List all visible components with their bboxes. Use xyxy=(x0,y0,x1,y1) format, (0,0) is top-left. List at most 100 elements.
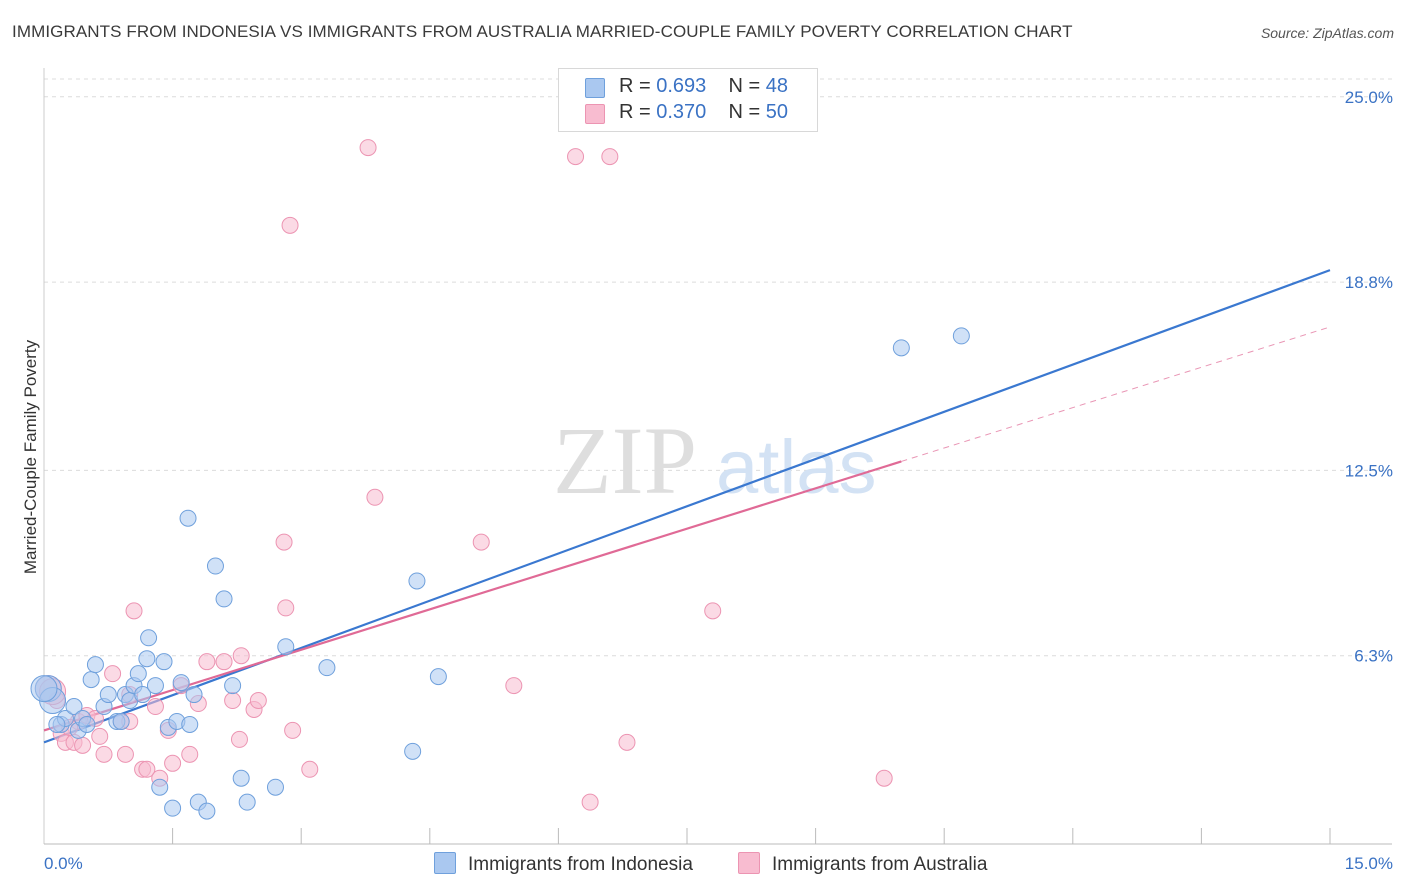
point-indonesia xyxy=(138,650,156,668)
gridlines xyxy=(44,78,1392,657)
y-tick-label: 18.8% xyxy=(1345,273,1393,292)
point-indonesia xyxy=(179,509,197,527)
trend-extension-australia xyxy=(901,326,1331,462)
point-indonesia xyxy=(134,686,152,704)
legend-r-value-indonesia: 0.693 xyxy=(656,75,707,97)
trend-line-australia xyxy=(43,460,902,732)
point-indonesia xyxy=(181,715,199,733)
watermark-atlas: atlas xyxy=(716,425,877,510)
legend-swatch-australia xyxy=(585,104,605,124)
point-indonesia xyxy=(164,799,182,817)
point-australia xyxy=(138,760,156,778)
legend-n-value-australia: 50 xyxy=(765,101,789,123)
legend-r-label: R = xyxy=(619,75,651,97)
legend-n-value-indonesia: 48 xyxy=(765,75,789,97)
legend-r-value-australia: 0.370 xyxy=(656,101,707,123)
point-indonesia xyxy=(206,557,224,575)
point-australia xyxy=(74,736,92,754)
legend-n-label: N = xyxy=(728,75,761,97)
correlation-legend: R = 0.693 N = 48 R = 0.370 N = 50 xyxy=(558,68,818,132)
point-indonesia xyxy=(404,742,422,760)
point-australia xyxy=(224,692,242,710)
point-australia xyxy=(581,793,599,811)
bottom-legend-swatch-indonesia xyxy=(434,852,456,874)
point-australia xyxy=(618,733,636,751)
point-australia xyxy=(91,727,109,745)
trend-line-indonesia xyxy=(43,269,1331,744)
bottom-legend-australia: Immigrants from Australia xyxy=(738,852,987,876)
bottom-legend-indonesia: Immigrants from Indonesia xyxy=(434,852,693,876)
point-indonesia xyxy=(129,665,147,683)
point-indonesia xyxy=(266,778,284,796)
chart-title: IMMIGRANTS FROM INDONESIA VS IMMIGRANTS … xyxy=(12,22,1073,41)
chart-source: Source: ZipAtlas.com xyxy=(1260,25,1394,41)
point-indonesia xyxy=(146,677,164,695)
point-australia xyxy=(301,760,319,778)
x-tick-label-min: 0.0% xyxy=(44,854,83,873)
y-tick-label: 25.0% xyxy=(1345,88,1393,107)
point-australia xyxy=(601,148,619,166)
point-australia xyxy=(275,533,293,551)
point-australia xyxy=(146,698,164,716)
point-indonesia xyxy=(112,712,130,730)
tick-labels: 6.3% 12.5% 18.8% 25.0% 0.0% 15.0% xyxy=(44,88,1393,873)
point-australia xyxy=(472,533,490,551)
point-indonesia xyxy=(151,778,169,796)
point-australia xyxy=(230,730,248,748)
point-indonesia xyxy=(892,339,910,357)
point-indonesia xyxy=(78,715,96,733)
point-indonesia xyxy=(82,671,100,689)
point-indonesia xyxy=(408,572,426,590)
point-australia xyxy=(249,692,267,710)
y-tick-label: 6.3% xyxy=(1354,647,1393,666)
point-indonesia xyxy=(172,674,190,692)
point-indonesia xyxy=(185,686,203,704)
legend-r-label: R = xyxy=(619,101,651,123)
point-australia xyxy=(281,216,299,234)
bottom-legend-label-australia: Immigrants from Australia xyxy=(772,854,988,875)
point-indonesia xyxy=(429,668,447,686)
x-tick-label-max: 15.0% xyxy=(1345,854,1393,873)
point-australia xyxy=(366,488,384,506)
point-australia xyxy=(359,139,377,157)
y-axis-label: Married-Couple Family Poverty xyxy=(21,339,40,574)
point-australia xyxy=(95,745,113,763)
point-australia xyxy=(125,602,143,620)
point-indonesia xyxy=(215,590,233,608)
watermark: ZIP atlas xyxy=(553,407,877,514)
point-indonesia xyxy=(30,675,58,703)
point-indonesia xyxy=(198,802,216,820)
point-indonesia xyxy=(65,698,83,716)
axes xyxy=(43,68,1392,845)
point-australia xyxy=(567,148,585,166)
point-indonesia xyxy=(238,793,256,811)
point-indonesia xyxy=(232,769,250,787)
bottom-legend-label-indonesia: Immigrants from Indonesia xyxy=(468,854,693,875)
point-indonesia xyxy=(224,677,242,695)
point-australia xyxy=(232,647,250,665)
point-australia xyxy=(164,754,182,772)
watermark-zip: ZIP xyxy=(553,407,697,514)
point-australia xyxy=(277,599,295,617)
point-australia xyxy=(704,602,722,620)
point-australia xyxy=(284,721,302,739)
point-indonesia xyxy=(99,686,117,704)
point-indonesia xyxy=(140,629,158,647)
point-indonesia xyxy=(86,656,104,674)
point-indonesia xyxy=(318,659,336,677)
point-australia xyxy=(181,745,199,763)
legend-n-label: N = xyxy=(728,101,761,123)
point-indonesia xyxy=(155,653,173,671)
point-australia xyxy=(215,653,233,671)
point-indonesia xyxy=(277,638,295,656)
point-indonesia xyxy=(952,327,970,345)
legend-swatch-indonesia xyxy=(585,78,605,98)
point-australia xyxy=(198,653,216,671)
point-australia xyxy=(875,769,893,787)
point-australia xyxy=(116,745,134,763)
y-tick-label: 12.5% xyxy=(1345,461,1393,480)
point-indonesia xyxy=(48,715,66,733)
point-australia xyxy=(505,677,523,695)
data-points xyxy=(30,139,970,820)
